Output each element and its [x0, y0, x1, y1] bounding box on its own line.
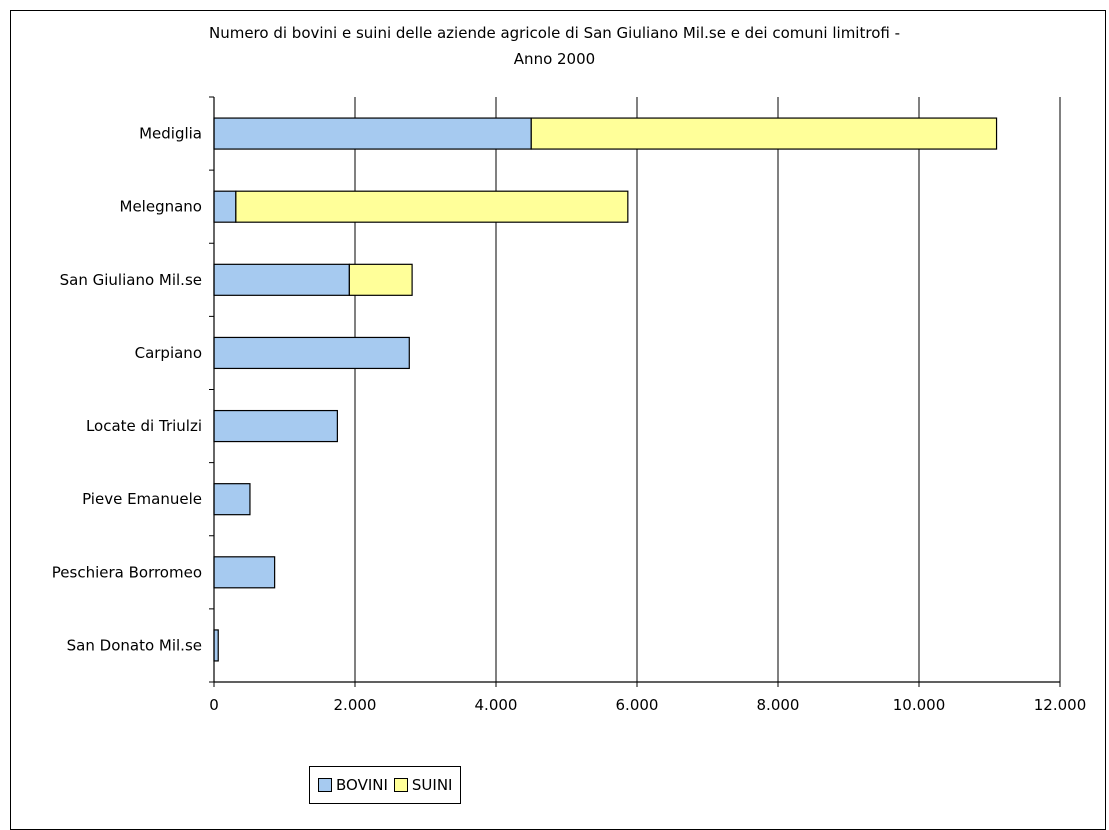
bar-bovini	[213, 336, 410, 370]
bar-bovini	[213, 556, 276, 589]
category-label: Pieve Emanuele	[82, 490, 202, 508]
category-label: Melegnano	[120, 198, 202, 216]
legend-item-bovini: BOVINI	[318, 776, 388, 794]
chart-title: Numero di bovini e suini delle aziende a…	[0, 20, 1109, 72]
category-label: Carpiano	[135, 344, 202, 362]
x-tick-label: 6.000	[616, 696, 659, 714]
x-tick-label: 2.000	[334, 696, 377, 714]
bar-bovini	[213, 409, 338, 443]
bar-bovini	[213, 263, 350, 296]
x-tick-label: 0	[209, 696, 219, 714]
x-tick-label: 8.000	[757, 696, 800, 714]
category-label: Locate di Triulzi	[86, 417, 202, 435]
category-label: San Giuliano Mil.se	[60, 271, 202, 289]
x-tick-label: 10.000	[893, 696, 946, 714]
chart-title-line-1: Numero di bovini e suini delle aziende a…	[208, 24, 900, 42]
chart-title-line-2: Anno 2000	[513, 50, 596, 68]
bar-bovini	[213, 117, 532, 150]
bar-suini	[530, 117, 998, 150]
bar-chart: Mediglia Melegnano San Giuliano Mil.se Carp…	[52, 96, 1087, 714]
bar-bovini	[213, 190, 237, 223]
x-tick-label: 4.000	[475, 696, 518, 714]
bar-bovini	[213, 483, 251, 516]
bar-suini	[348, 263, 413, 296]
bar-bovini	[213, 629, 219, 662]
category-label: Peschiera Borromeo	[52, 563, 202, 581]
category-label: Mediglia	[139, 125, 202, 143]
legend-swatch-bovini	[318, 778, 332, 792]
legend-item-suini: SUINI	[393, 776, 453, 794]
legend-swatch-suini	[393, 778, 408, 792]
category-label: San Donato Mil.se	[67, 636, 202, 654]
bar-suini	[235, 190, 629, 223]
legend-label-bovini: BOVINI	[336, 776, 388, 794]
legend-label-suini: SUINI	[411, 776, 453, 794]
x-tick-label: 12.000	[1034, 696, 1087, 714]
legend: BOVINI SUINI	[309, 766, 462, 804]
